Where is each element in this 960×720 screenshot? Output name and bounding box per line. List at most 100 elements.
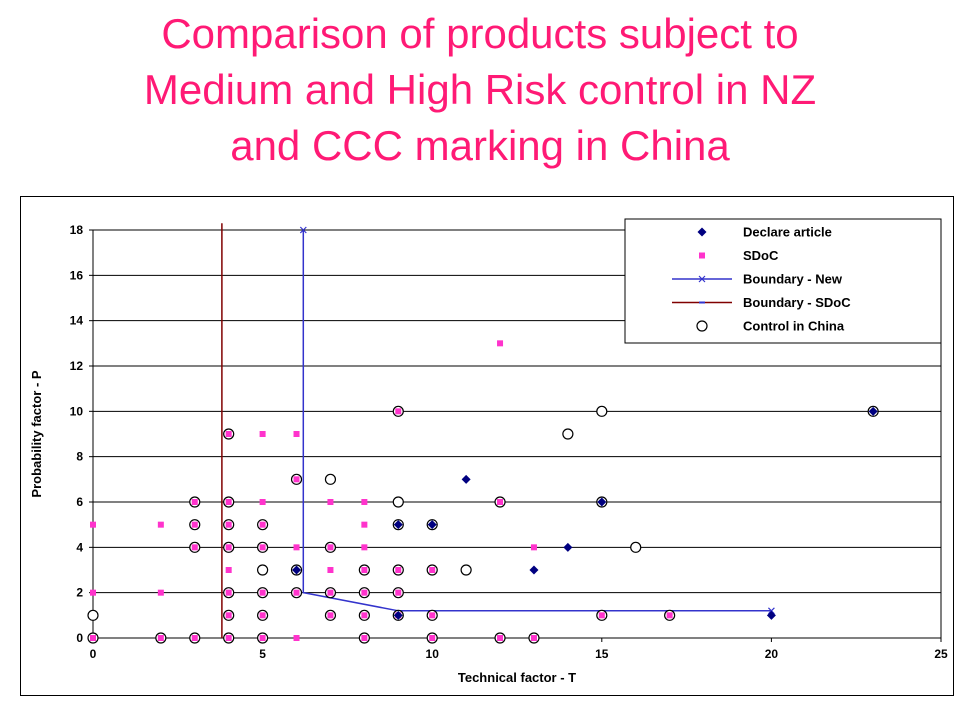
declare-point — [461, 474, 471, 484]
sdoc-point — [293, 589, 300, 596]
scatter-chart: 0 2 4 6 8 10 12 14 16 18 0 5 10 15 20 25 Technical facto… — [29, 218, 948, 685]
sdoc-point — [666, 612, 673, 619]
legend-box — [624, 218, 942, 344]
sdoc-point — [327, 589, 334, 596]
sdoc-point — [395, 408, 402, 415]
declare-article-series — [292, 406, 878, 620]
sdoc-point — [327, 567, 334, 573]
declare-point — [393, 520, 403, 530]
y-tick-label-18: 18 — [70, 223, 84, 237]
declare-point — [529, 565, 539, 575]
sdoc-point — [497, 340, 504, 347]
sdoc-point — [191, 544, 198, 551]
y-tick-label-10: 10 — [70, 404, 84, 418]
y-tick-label-2: 2 — [76, 586, 83, 600]
chart-frame: 0 2 4 6 8 10 12 14 16 18 0 5 10 15 20 25 Technical facto… — [20, 196, 954, 696]
y-tick-label-12: 12 — [70, 359, 84, 373]
declare-point — [393, 610, 403, 620]
control-in-china-series — [87, 405, 879, 644]
sdoc-point — [497, 635, 504, 641]
sdoc-point — [530, 635, 537, 641]
china-point — [324, 473, 337, 485]
sdoc-point — [191, 499, 198, 505]
legend-marker-boundary-new — [698, 275, 706, 283]
sdoc-point — [429, 567, 436, 573]
sdoc-point — [293, 476, 300, 483]
sdoc-point — [225, 635, 232, 641]
sdoc-point — [361, 521, 368, 528]
sdoc-point — [225, 589, 232, 596]
title-line-2: Medium and High Risk control in NZ — [143, 66, 817, 113]
x-tick-label-0: 0 — [90, 647, 97, 661]
sdoc-point — [293, 431, 300, 437]
x-tick-label-10: 10 — [426, 647, 440, 661]
y-tick-label-8: 8 — [76, 450, 83, 464]
china-point — [87, 609, 99, 621]
y-tick-label-16: 16 — [70, 268, 84, 282]
sdoc-point — [225, 499, 232, 505]
y-axis-title: Probability factor - P — [29, 370, 44, 497]
sdoc-point — [497, 499, 504, 505]
sdoc-point — [361, 544, 368, 551]
title-line-1: Comparison of products subject to — [161, 10, 799, 57]
x-axis-title: Technical factor - T — [458, 670, 576, 685]
sdoc-point — [361, 499, 368, 505]
plot-area — [92, 229, 942, 639]
boundary-new-marker — [299, 226, 307, 234]
sdoc-point — [395, 589, 402, 596]
x-tick-label-5: 5 — [259, 647, 266, 661]
slide-title: Comparison of products subject to Medium… — [0, 6, 960, 174]
legend-label-declare-article: Declare article — [743, 225, 832, 240]
china-point — [562, 428, 574, 440]
china-point — [392, 496, 404, 508]
legend-label-sdoc: SDoC — [743, 248, 779, 263]
sdoc-point — [293, 635, 300, 641]
sdoc-point — [157, 521, 164, 528]
sdoc-point — [293, 544, 300, 551]
china-point — [460, 564, 472, 576]
sdoc-point — [429, 635, 436, 641]
sdoc-point — [361, 635, 368, 641]
sdoc-point — [225, 612, 232, 619]
sdoc-point — [361, 589, 368, 596]
y-tick-label-6: 6 — [76, 495, 83, 509]
x-tick-label-15: 15 — [595, 647, 609, 661]
legend-label-boundary-new: Boundary - New — [743, 272, 843, 287]
y-tick-label-4: 4 — [76, 540, 83, 554]
china-point — [257, 564, 269, 576]
sdoc-point — [157, 589, 164, 596]
sdoc-point — [395, 567, 402, 573]
sdoc-point — [530, 544, 537, 551]
sdoc-point — [259, 521, 266, 528]
sdoc-point — [361, 567, 368, 573]
sdoc-point — [259, 589, 266, 596]
sdoc-point — [191, 635, 198, 641]
boundary-new-line — [302, 230, 772, 612]
sdoc-point — [259, 635, 266, 641]
x-tick-label-20: 20 — [765, 647, 779, 661]
sdoc-point — [90, 635, 96, 641]
declare-point — [292, 565, 302, 575]
legend: Declare article SDoC Boundary - New Boundar… — [624, 218, 942, 344]
sdoc-point — [225, 544, 232, 551]
sdoc-point — [90, 589, 96, 596]
sdoc-point — [361, 612, 368, 619]
legend-marker-control-in-china — [696, 320, 708, 332]
title-line-3: and CCC marking in China — [230, 122, 730, 169]
sdoc-series — [90, 340, 673, 641]
declare-point — [766, 610, 776, 620]
x-tick-label-25: 25 — [934, 647, 948, 661]
y-tick-label-14: 14 — [70, 314, 84, 328]
declare-point — [597, 497, 607, 507]
sdoc-point — [90, 521, 96, 528]
sdoc-point — [225, 431, 232, 437]
legend-label-boundary-sdoc: Boundary - SDoC — [743, 295, 851, 310]
sdoc-point — [327, 544, 334, 551]
china-point — [596, 405, 608, 417]
sdoc-point — [327, 499, 334, 505]
sdoc-point — [259, 544, 266, 551]
legend-label-control-in-china: Control in China — [743, 319, 845, 334]
sdoc-point — [191, 521, 198, 528]
y-tick-label-0: 0 — [76, 631, 83, 645]
boundary-new-marker — [767, 607, 775, 615]
